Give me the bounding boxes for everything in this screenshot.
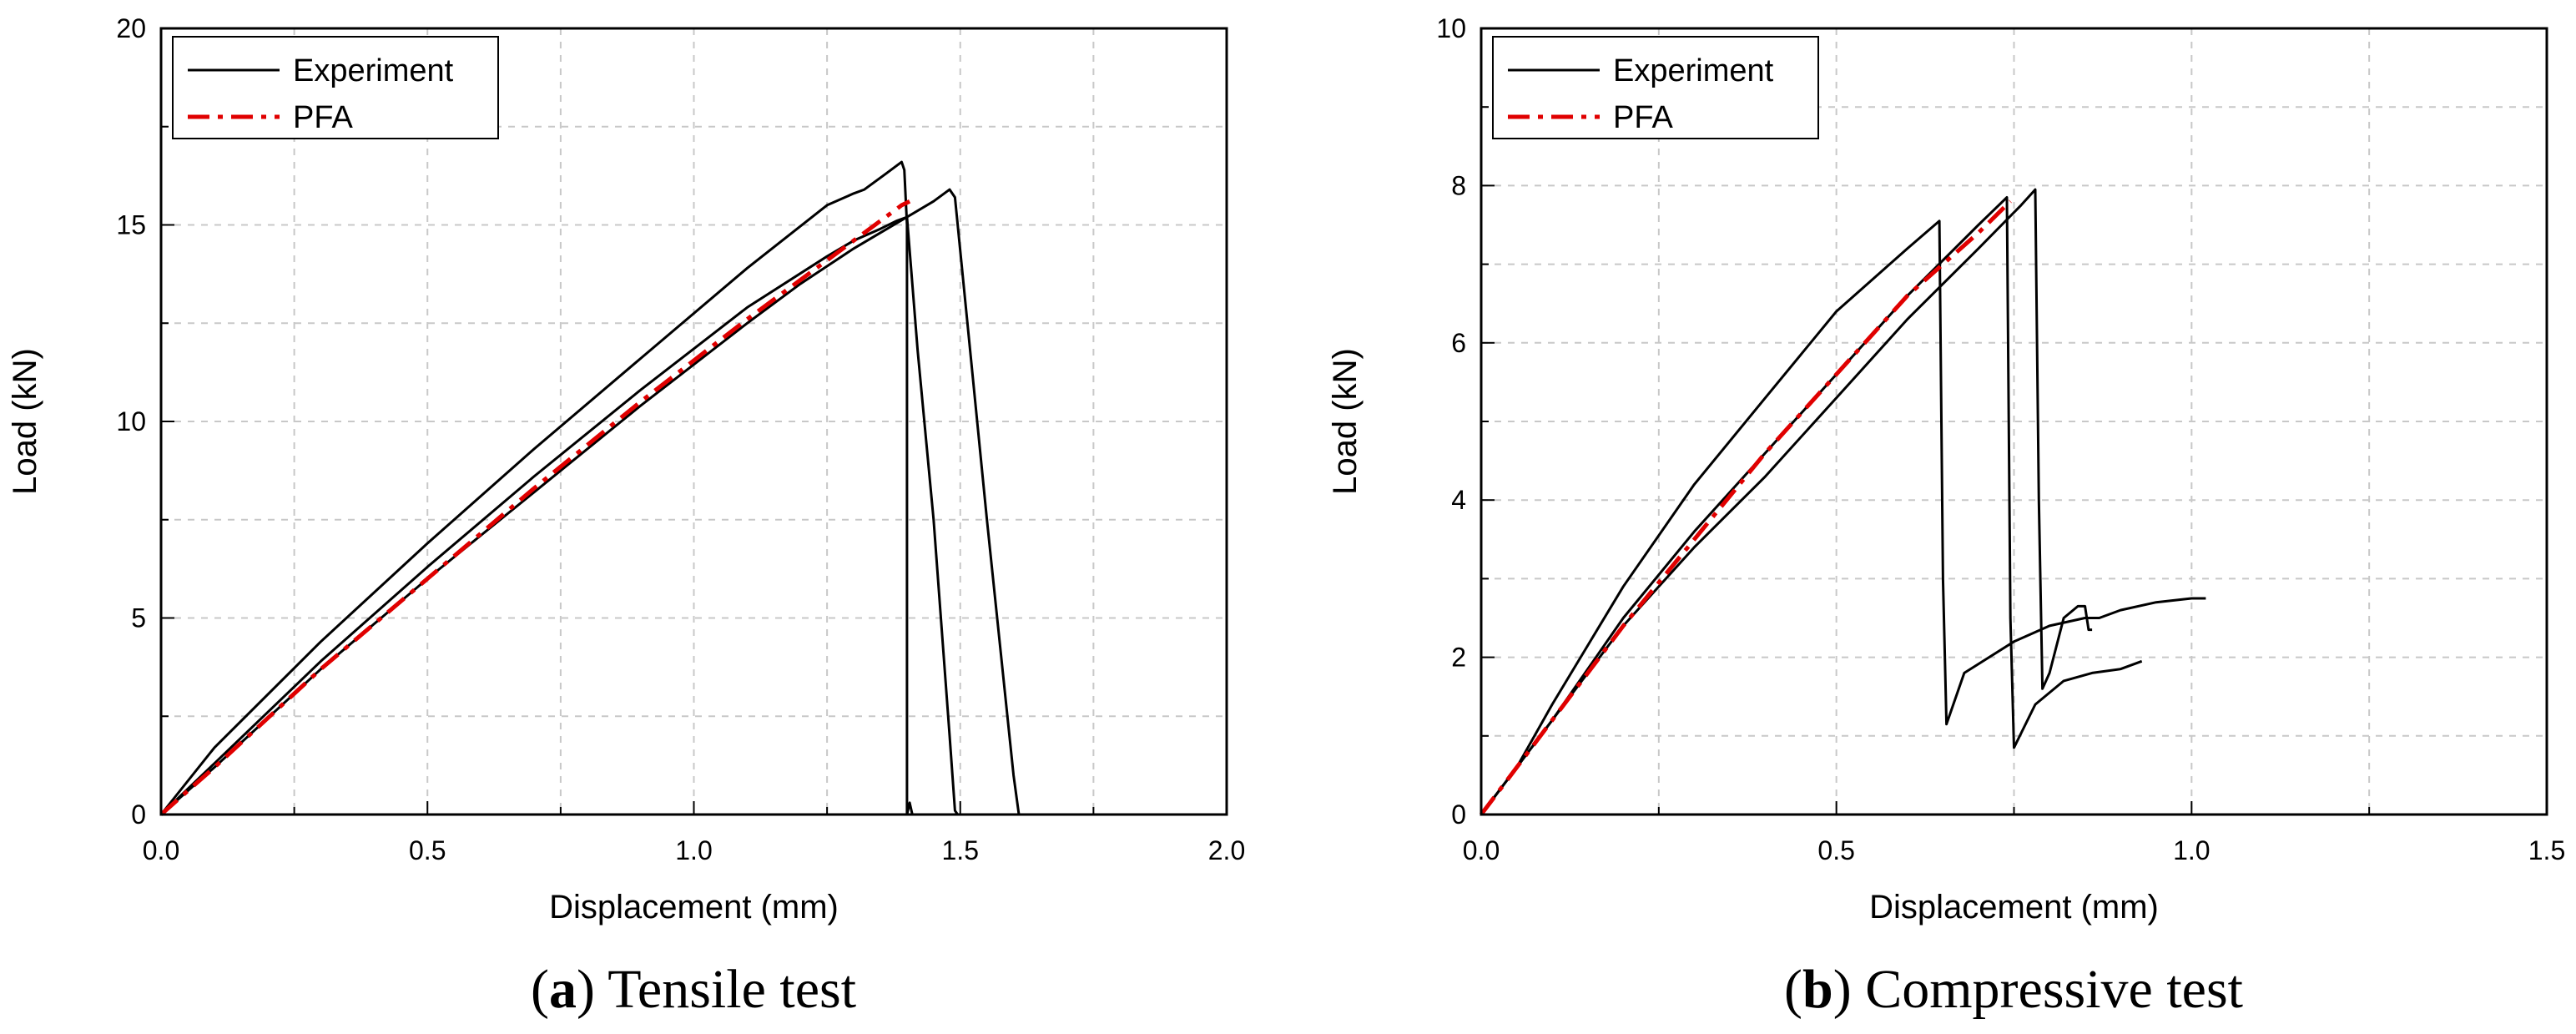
y-tick-label: 6 xyxy=(1451,328,1466,358)
y-tick-label: 5 xyxy=(131,603,146,633)
experiment-series-line-1 xyxy=(159,160,914,816)
panel-a-caption-text: ) Tensile test xyxy=(577,959,856,1020)
x-tick-label: 0.5 xyxy=(1817,835,1854,865)
y-tick-label: 8 xyxy=(1451,170,1466,200)
panel-a-y-axis-label: Load (kN) xyxy=(7,348,43,495)
x-tick-label: 1.5 xyxy=(2528,835,2565,865)
panel-a-caption: (a) Tensile test xyxy=(531,959,856,1020)
experiment-series-line-2 xyxy=(159,215,959,816)
panel-b-compressive-chart: 0.0 0.5 1.0 1.5 0 2 4 6 8 10 Displacement (mm) Lo… xyxy=(1327,13,2565,1020)
y-tick-label: 10 xyxy=(1436,13,1466,43)
y-tick-label: 15 xyxy=(116,210,146,240)
panel-b-series xyxy=(1480,188,2206,816)
experiment-series-line-3 xyxy=(160,188,1021,816)
y-tick-label: 10 xyxy=(116,406,146,436)
y-tick-label: 2 xyxy=(1451,643,1466,673)
panel-a-legend-pfa-label: PFA xyxy=(293,100,353,135)
panel-a-grid xyxy=(161,28,1227,815)
panel-a-legend-experiment-label: Experiment xyxy=(293,53,454,88)
panel-a-series xyxy=(159,160,1021,816)
panel-a-ticks: 0.0 0.5 1.0 1.5 2.0 0 5 10 15 20 xyxy=(116,13,1245,865)
y-tick-label: 0 xyxy=(131,799,146,830)
panel-b-caption: (b) Compressive test xyxy=(1784,959,2243,1020)
x-tick-label: 1.0 xyxy=(675,835,712,865)
panel-b-legend-box xyxy=(1492,36,1819,139)
panel-b-legend: Experiment PFA xyxy=(1492,36,1819,139)
panel-b-caption-letter: b xyxy=(1802,959,1833,1020)
panel-b-ticks: 0.0 0.5 1.0 1.5 0 2 4 6 8 10 xyxy=(1436,13,2565,865)
x-tick-label: 0.0 xyxy=(143,835,179,865)
x-tick-label: 2.0 xyxy=(1208,835,1245,865)
panel-b-x-axis-label: Displacement (mm) xyxy=(1869,889,2159,926)
pfa-series-line xyxy=(1480,199,2012,816)
x-tick-label: 0.5 xyxy=(409,835,446,865)
panel-a-legend: Experiment PFA xyxy=(172,36,499,139)
panel-b-legend-pfa-label: PFA xyxy=(1613,100,1673,135)
y-tick-label: 4 xyxy=(1451,485,1466,515)
panel-b-caption-text: ) Compressive test xyxy=(1833,959,2243,1020)
x-tick-label: 1.0 xyxy=(2173,835,2210,865)
panel-a-tensile-chart: 0.0 0.5 1.0 1.5 2.0 0 5 10 15 20 Displacement (mm… xyxy=(7,13,1245,1020)
panel-b-legend-experiment-label: Experiment xyxy=(1613,53,1774,88)
panel-a-caption-letter: a xyxy=(549,959,577,1020)
pfa-series-line xyxy=(159,199,911,816)
y-tick-label: 0 xyxy=(1451,799,1466,830)
panel-b-grid xyxy=(1481,28,2547,815)
x-tick-label: 0.0 xyxy=(1463,835,1500,865)
y-tick-label: 20 xyxy=(116,13,146,43)
x-tick-label: 1.5 xyxy=(942,835,979,865)
panel-b-y-axis-label: Load (kN) xyxy=(1327,348,1364,495)
experiment-series-line-1 xyxy=(1480,219,2206,815)
panel-b-caption-open: ( xyxy=(1784,959,1802,1020)
panel-a-caption-open: ( xyxy=(531,959,549,1020)
experiment-series-line-3 xyxy=(1480,188,2093,815)
panel-a-x-axis-label: Displacement (mm) xyxy=(549,889,839,926)
experiment-series-line-2 xyxy=(1480,196,2143,815)
panel-a-legend-box xyxy=(172,36,499,139)
